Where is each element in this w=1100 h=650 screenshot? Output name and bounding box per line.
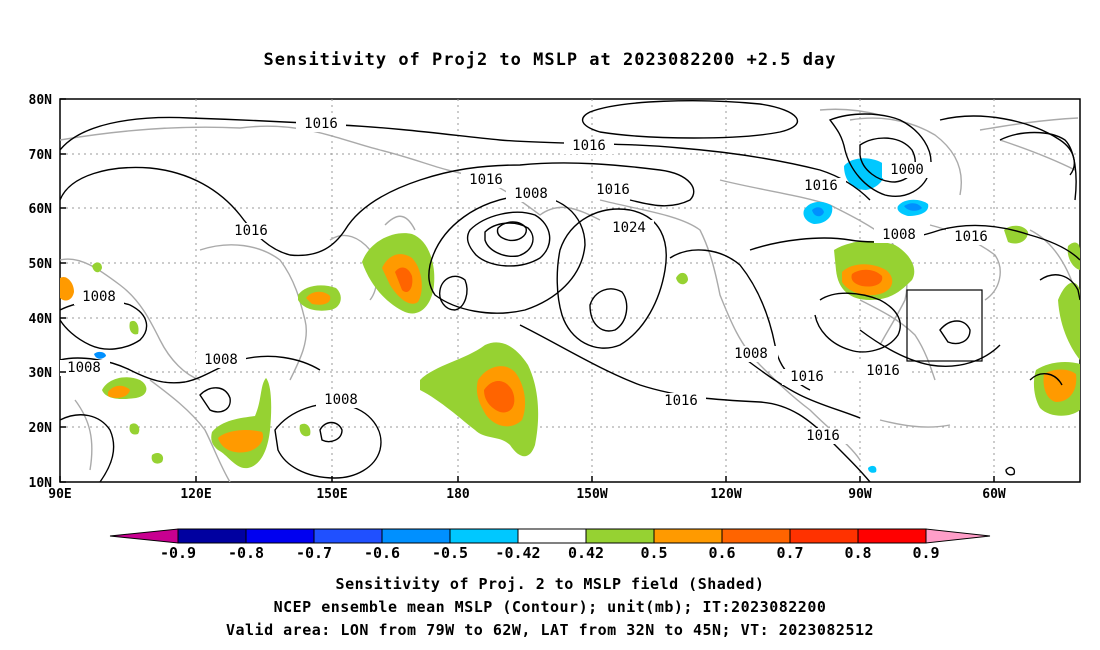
svg-text:1016: 1016 [664, 393, 698, 409]
colorbar-label: 0.42 [568, 544, 604, 562]
colorbar-swatch [245, 528, 315, 544]
lat-tick-label: 30N [29, 366, 53, 381]
contour-label: 1016 [796, 178, 846, 194]
lon-tick-label: 180 [446, 487, 470, 502]
svg-text:1016: 1016 [804, 178, 838, 194]
colorbar-low-end [109, 528, 179, 544]
axis-ticks [59, 98, 995, 483]
svg-text:1016: 1016 [469, 172, 503, 188]
colorbar-label: 0.7 [776, 544, 803, 562]
contour-label: 1016 [858, 363, 908, 379]
sensitivity-shading [60, 158, 1080, 473]
contour-label: 1016 [588, 182, 638, 198]
contour-label: 1008 [196, 352, 246, 368]
svg-text:1008: 1008 [82, 289, 116, 305]
colorbar-swatch [789, 528, 859, 544]
contour-label: 1000 [882, 162, 932, 178]
svg-text:1008: 1008 [204, 352, 238, 368]
lat-tick-label: 40N [29, 312, 53, 327]
lat-tick-label: 80N [29, 93, 53, 108]
colorbar-swatch [653, 528, 723, 544]
valid-area-box [906, 289, 983, 362]
colorbar-swatch [381, 528, 451, 544]
colorbar-label: -0.8 [228, 544, 264, 562]
lon-tick-label: 90E [48, 487, 71, 502]
colorbar-label: -0.6 [364, 544, 400, 562]
colorbar-label: 0.8 [844, 544, 871, 562]
colorbar-swatch [449, 528, 519, 544]
colorbar-label: 0.9 [912, 544, 939, 562]
longitude-labels: 90E 120E 150E 180 150W 120W 90W 60W [48, 487, 1006, 502]
plot-title: Sensitivity of Proj2 to MSLP at 20230822… [263, 50, 837, 70]
colorbar-swatch [585, 528, 655, 544]
svg-text:1016: 1016 [596, 182, 630, 198]
lat-tick-label: 70N [29, 148, 53, 163]
lon-tick-label: 120E [180, 487, 211, 502]
footer-line-3: Valid area: LON from 79W to 62W, LAT fro… [225, 621, 875, 639]
contour-label: 1016 [296, 116, 346, 132]
contour-label: 1016 [461, 172, 511, 188]
lon-tick-label: 150W [576, 487, 607, 502]
contour-label: 1024 [604, 220, 654, 236]
contour-label: 1008 [874, 227, 924, 243]
lat-tick-label: 50N [29, 257, 53, 272]
colorbar-label: -0.7 [296, 544, 332, 562]
latitude-labels: 80N 70N 60N 50N 40N 30N 20N 10N [29, 93, 53, 491]
contour-label: 1016 [798, 428, 848, 444]
colorbar-label: 0.5 [640, 544, 667, 562]
contour-label: 1008 [316, 392, 366, 408]
colorbar-swatch [177, 528, 247, 544]
contour-label: 1008 [74, 289, 124, 305]
contour-label: 1008 [60, 360, 110, 376]
footer-line-2: NCEP ensemble mean MSLP (Contour); unit(… [273, 598, 827, 616]
contour-label: 1008 [728, 346, 778, 362]
svg-text:1016: 1016 [304, 116, 338, 132]
colorbar-swatch [517, 528, 587, 544]
svg-text:1016: 1016 [954, 229, 988, 245]
colorbar-high-end [925, 528, 991, 544]
svg-text:1008: 1008 [734, 346, 768, 362]
lat-tick-label: 10N [29, 476, 53, 491]
contour-label: 1016 [564, 138, 614, 154]
contour-label: 1016 [782, 369, 832, 385]
colorbar-label: -0.5 [432, 544, 468, 562]
contour-labels: 1016 1016 1016 1008 1016 1024 1016 1000 … [60, 116, 996, 444]
lon-tick-label: 120W [710, 487, 741, 502]
svg-text:1008: 1008 [882, 227, 916, 243]
lon-tick-label: 60W [982, 487, 1006, 502]
svg-text:1016: 1016 [234, 223, 268, 239]
svg-text:1008: 1008 [514, 186, 548, 202]
svg-text:1016: 1016 [806, 428, 840, 444]
svg-text:1008: 1008 [324, 392, 358, 408]
coastlines [60, 108, 1079, 482]
svg-text:1016: 1016 [866, 363, 900, 379]
footer-line-1: Sensitivity of Proj. 2 to MSLP field (Sh… [335, 575, 765, 593]
svg-text:1024: 1024 [612, 220, 646, 236]
lat-tick-label: 20N [29, 421, 53, 436]
colorbar-label: -0.42 [495, 544, 540, 562]
lon-tick-label: 150E [316, 487, 347, 502]
svg-text:1016: 1016 [790, 369, 824, 385]
svg-text:1016: 1016 [572, 138, 606, 154]
colorbar-swatch [721, 528, 791, 544]
contour-label: 1016 [656, 393, 706, 409]
svg-text:1008: 1008 [67, 360, 101, 376]
contour-label: 1016 [226, 223, 276, 239]
colorbar-swatch [857, 528, 927, 544]
colorbar: -0.9 -0.8 -0.7 -0.6 -0.5 -0.42 0.42 0.5 0.6 0.7 0.… [109, 528, 991, 562]
colorbar-label: -0.9 [160, 544, 196, 562]
lon-tick-label: 90W [848, 487, 872, 502]
svg-text:1000: 1000 [890, 162, 924, 178]
colorbar-label: 0.6 [708, 544, 735, 562]
lat-tick-label: 60N [29, 202, 53, 217]
contour-label: 1016 [946, 229, 996, 245]
colorbar-swatch [313, 528, 383, 544]
contour-label: 1008 [506, 186, 556, 202]
